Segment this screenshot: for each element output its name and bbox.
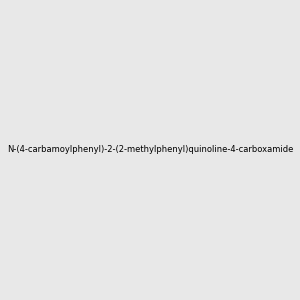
- Text: N-(4-carbamoylphenyl)-2-(2-methylphenyl)quinoline-4-carboxamide: N-(4-carbamoylphenyl)-2-(2-methylphenyl)…: [7, 146, 293, 154]
